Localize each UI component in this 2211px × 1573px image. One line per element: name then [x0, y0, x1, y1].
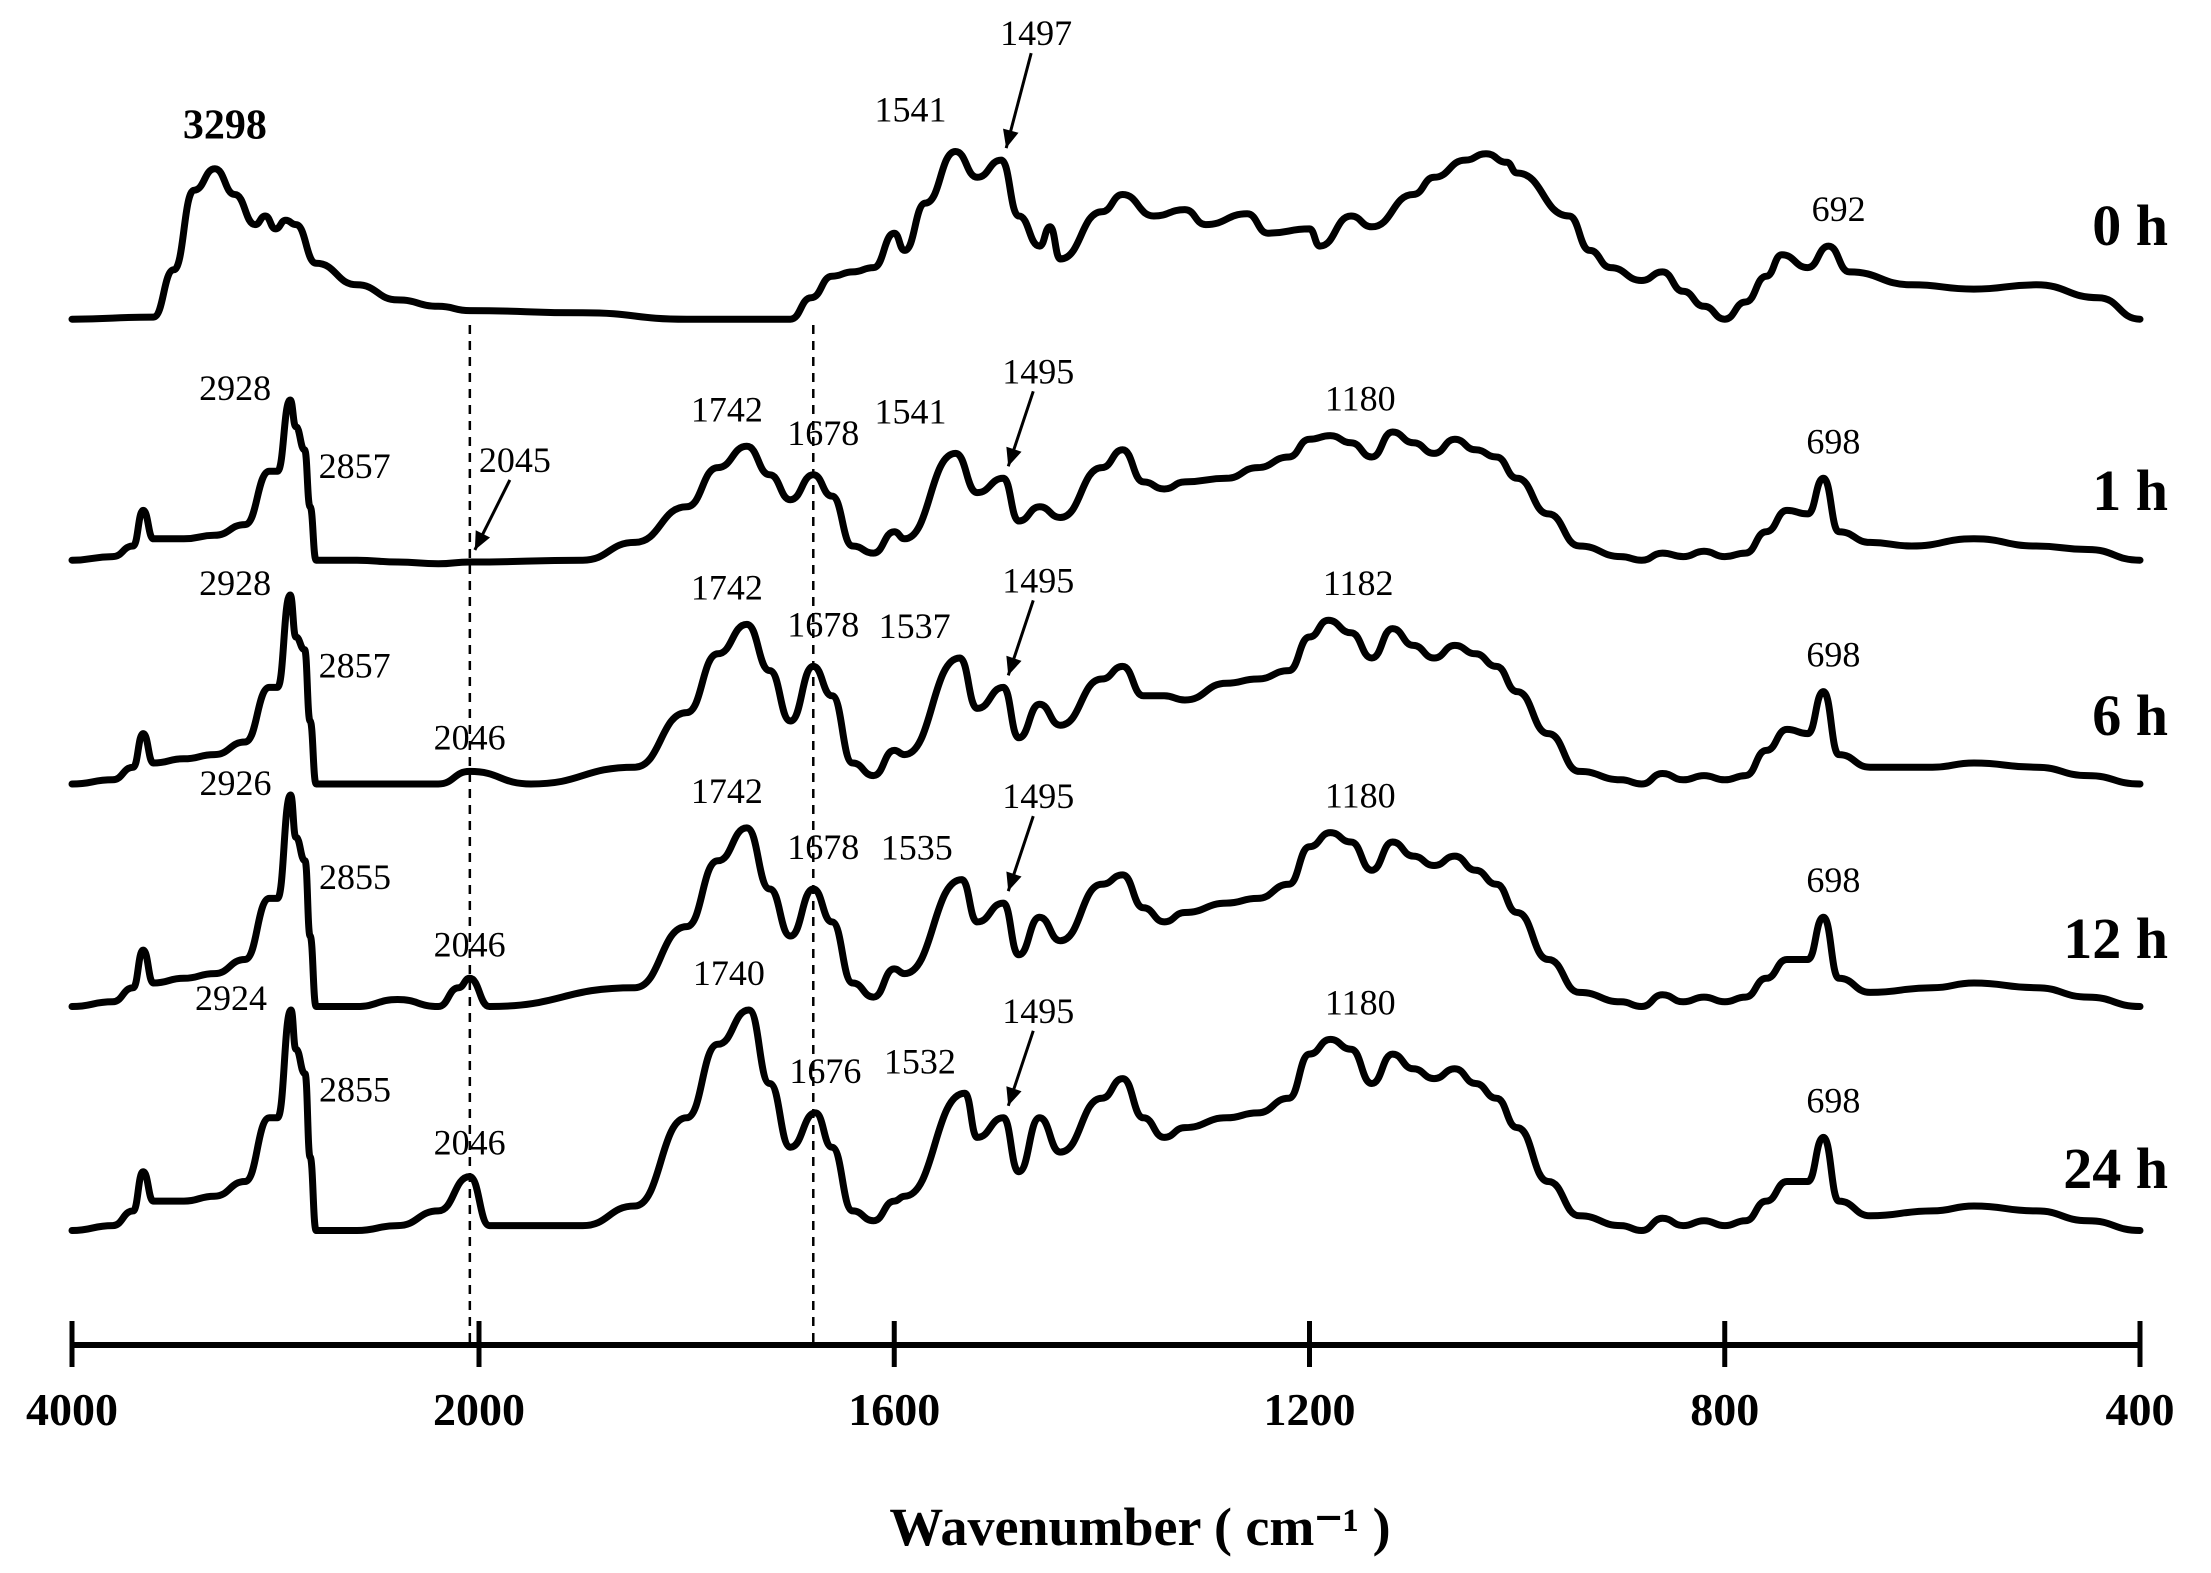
annotation-arrowhead — [1006, 871, 1022, 892]
peak-label: 2928 — [199, 368, 271, 408]
peak-label: 1742 — [691, 567, 763, 607]
x-tick-label: 1600 — [848, 1384, 940, 1435]
series-label-6h: 6 h — [2092, 683, 2168, 748]
annotation-arrowhead — [1006, 446, 1022, 467]
peak-label: 1676 — [789, 1051, 861, 1091]
x-axis-label: Wavenumber ( cm⁻¹ ) — [889, 1497, 1390, 1557]
series-label-0h: 0 h — [2092, 193, 2168, 258]
peak-label: 2855 — [319, 857, 391, 897]
x-tick-label: 800 — [1690, 1384, 1759, 1435]
peak-label: 2046 — [434, 1123, 506, 1163]
series-label-1h: 1 h — [2092, 458, 2168, 523]
peak-label: 692 — [1812, 189, 1866, 229]
x-tick-label: 4000 — [26, 1384, 118, 1435]
peak-annotations: 3298 1541 1497 692 2928 2857 2045 1742 1678 1541 1… — [183, 13, 1866, 1163]
peak-label: 1495 — [1002, 991, 1074, 1031]
peak-label: 1678 — [787, 413, 859, 453]
spectra-traces: 0 h 1 h 6 h 12 h 24 h — [68, 148, 2168, 1234]
peak-label: 3298 — [183, 103, 267, 149]
peak-label: 2926 — [200, 763, 272, 803]
series-line-12h — [68, 791, 2144, 1011]
peak-label: 1180 — [1325, 379, 1396, 419]
series-line-1h — [68, 396, 2144, 568]
annotation-arrowhead — [1006, 1086, 1022, 1106]
peak-label: 1541 — [874, 90, 946, 130]
peak-label: 1182 — [1323, 563, 1394, 603]
peak-label: 1180 — [1325, 982, 1396, 1022]
peak-label: 1497 — [1000, 13, 1072, 53]
peak-label: 2855 — [319, 1070, 391, 1110]
peak-label: 698 — [1806, 635, 1860, 675]
x-tick-label: 400 — [2106, 1384, 2175, 1435]
peak-label: 698 — [1806, 421, 1860, 461]
peak-label: 2046 — [434, 717, 506, 757]
peak-label: 1678 — [787, 827, 859, 867]
peak-label: 1180 — [1325, 776, 1396, 816]
series-line-0h — [68, 148, 2144, 323]
series-line-24h — [68, 1006, 2144, 1234]
series-label-24h: 24 h — [2063, 1136, 2168, 1201]
peak-label: 2928 — [199, 563, 271, 603]
peak-label: 1495 — [1002, 560, 1074, 600]
peak-label: 2045 — [479, 440, 551, 480]
annotation-arrowhead — [1003, 128, 1019, 149]
x-tick-label: 2000 — [433, 1384, 525, 1435]
peak-label: 1740 — [693, 953, 765, 993]
peak-label: 1537 — [879, 606, 951, 646]
peak-label: 698 — [1806, 860, 1860, 900]
peak-label: 1742 — [691, 389, 763, 429]
x-axis: 4000 2000 1600 1200 800 400 — [26, 1321, 2175, 1435]
peak-label: 1495 — [1002, 776, 1074, 816]
series-label-12h: 12 h — [2063, 906, 2168, 971]
peak-label: 1541 — [874, 391, 946, 431]
x-tick-label: 1200 — [1264, 1384, 1356, 1435]
peak-label: 698 — [1806, 1080, 1860, 1120]
peak-label: 1495 — [1002, 351, 1074, 391]
peak-label: 1742 — [691, 771, 763, 811]
series-line-6h — [68, 591, 2144, 788]
annotation-arrowhead — [474, 530, 491, 550]
peak-label: 1532 — [884, 1041, 956, 1081]
peak-label: 2046 — [434, 924, 506, 964]
peak-label: 1678 — [787, 604, 859, 644]
peak-label: 2857 — [319, 446, 391, 486]
annotation-arrowhead — [1006, 655, 1022, 676]
peak-label: 1535 — [881, 828, 953, 868]
peak-label: 2924 — [195, 978, 267, 1018]
peak-label: 2857 — [319, 646, 391, 686]
